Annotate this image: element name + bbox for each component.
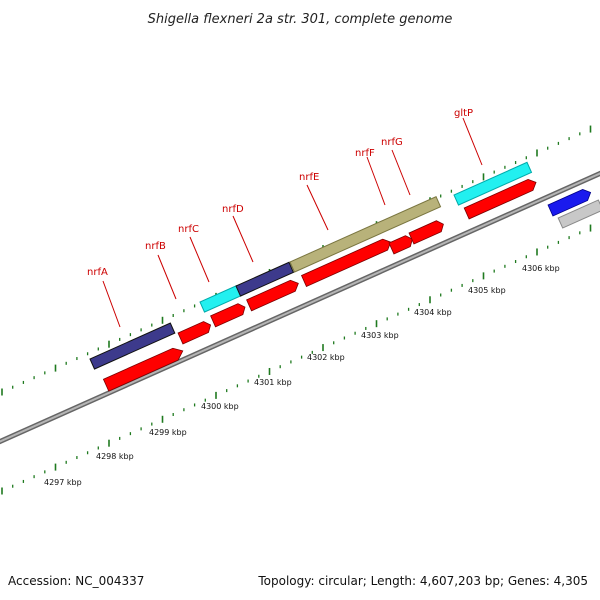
nrfA-cds-feature[interactable] [102,345,185,392]
genome-summary-text: Topology: circular; Length: 4,607,203 bp… [258,574,588,588]
nrfA-gene-feature[interactable] [89,322,176,370]
feature-track [89,161,600,392]
gltP-cds-feature[interactable] [463,177,538,220]
scale-label: 4306 kbp [522,264,560,273]
nrfG-cds-feature[interactable] [408,219,446,245]
gene-labels: nrfA nrfB nrfC nrfD nrfE nrfF nrfG gltP [87,108,473,278]
gene-label-nrfB[interactable]: nrfB [145,241,166,252]
scale-label: 4304 kbp [414,308,452,317]
accession-text: Accession: NC_004337 [8,574,145,588]
nrfD-gene-feature[interactable] [235,261,295,297]
scale-label: 4297 kbp [44,478,82,487]
nrfD-cds-feature[interactable] [246,278,301,312]
next-cds-feature[interactable] [547,187,593,217]
scale-label: 4298 kbp [96,452,134,461]
inner-tick-track [1,224,592,495]
nrfF-cds-feature[interactable] [388,234,415,255]
nrfC-cds-feature[interactable] [210,302,248,328]
scale-labels: 4297 kbp 4298 kbp 4299 kbp 4300 kbp 4301 kbp… [44,264,560,487]
gene-label-gltP[interactable]: gltP [454,108,473,119]
scale-label: 4303 kbp [361,331,399,340]
gene-label-nrfG[interactable]: nrfG [381,137,403,148]
gene-label-nrfF[interactable]: nrfF [355,148,375,159]
nrfE-cds-feature[interactable] [300,237,394,287]
next-gene-feature[interactable] [557,199,600,229]
map-title: Shigella flexneri 2a str. 301, complete … [148,12,453,27]
scale-label: 4300 kbp [201,402,239,411]
gene-label-nrfE[interactable]: nrfE [299,172,319,183]
gene-label-nrfD[interactable]: nrfD [222,204,244,215]
nrfB-cds-feature[interactable] [177,320,213,345]
genome-backbone [0,170,600,445]
scale-label: 4299 kbp [149,428,187,437]
gene-label-nrfC[interactable]: nrfC [178,224,199,235]
gltP-gene-feature[interactable] [453,161,533,206]
scale-label: 4302 kbp [307,353,345,362]
gene-label-nrfA[interactable]: nrfA [87,267,108,278]
nrfE-gene-feature[interactable] [289,196,442,273]
scale-label: 4305 kbp [468,286,506,295]
gene-label-leaders [102,117,483,328]
scale-label: 4301 kbp [254,378,292,387]
